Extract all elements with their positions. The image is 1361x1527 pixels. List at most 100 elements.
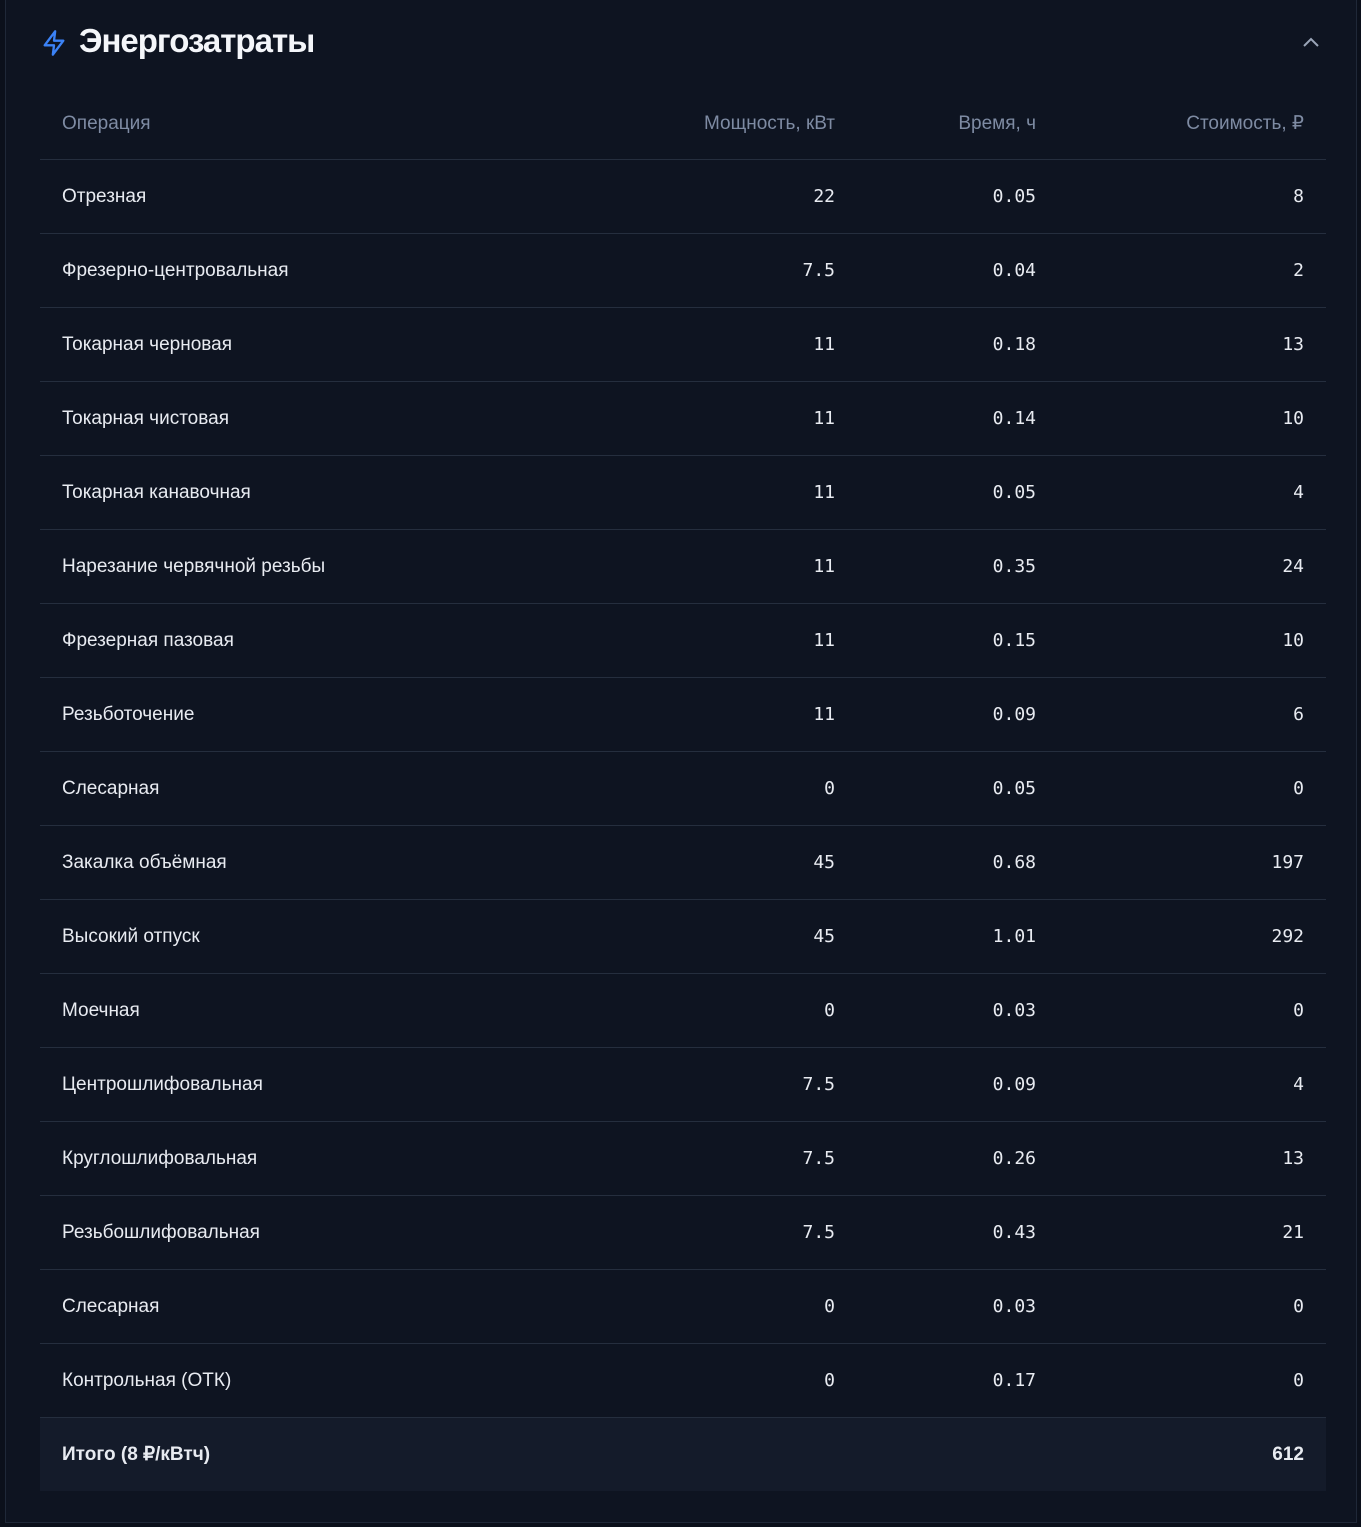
numeric-cell: 0.17 <box>857 1343 1058 1418</box>
numeric-cell: 0 <box>1058 1269 1326 1344</box>
numeric-cell: 0 <box>1058 973 1326 1048</box>
table-row: Моечная 0 0.03 0 <box>40 973 1326 1048</box>
numeric-cell: 21 <box>1058 1195 1326 1270</box>
column-header: Стоимость, ₽ <box>1058 88 1326 160</box>
operation-cell: Фрезерная пазовая <box>40 603 600 678</box>
table-row: Токарная чистовая 11 0.14 10 <box>40 381 1326 456</box>
operation-cell: Токарная черновая <box>40 307 600 382</box>
numeric-cell: 11 <box>600 455 857 530</box>
operation-cell: Высокий отпуск <box>40 899 600 974</box>
column-header: Операция <box>40 88 600 160</box>
table-row: Токарная канавочная 11 0.05 4 <box>40 455 1326 530</box>
collapse-button[interactable] <box>1300 32 1322 52</box>
header-row: Операция Мощность, кВт Время, ч Стоимость, … <box>40 88 1326 160</box>
empty-cell <box>600 1417 857 1491</box>
operation-cell: Центрошлифовальная <box>40 1047 600 1122</box>
operation-cell: Резьбошлифовальная <box>40 1195 600 1270</box>
operation-cell: Токарная чистовая <box>40 381 600 456</box>
numeric-cell: 8 <box>1058 159 1326 234</box>
operation-cell: Слесарная <box>40 751 600 826</box>
numeric-cell: 0 <box>1058 1343 1326 1418</box>
numeric-cell: 13 <box>1058 307 1326 382</box>
table-row: Слесарная 0 0.05 0 <box>40 751 1326 826</box>
table-row: Закалка объёмная 45 0.68 197 <box>40 825 1326 900</box>
table-row: Резьботочение 11 0.09 6 <box>40 677 1326 752</box>
panel-title: Энергозатраты <box>79 22 315 59</box>
numeric-cell: 0.35 <box>857 529 1058 604</box>
column-header: Мощность, кВт <box>600 88 857 160</box>
numeric-cell: 0 <box>600 1343 857 1418</box>
numeric-cell: 7.5 <box>600 233 857 308</box>
numeric-cell: 0.68 <box>857 825 1058 900</box>
numeric-cell: 22 <box>600 159 857 234</box>
numeric-cell: 0.15 <box>857 603 1058 678</box>
column-header: Время, ч <box>857 88 1058 160</box>
numeric-cell: 0.04 <box>857 233 1058 308</box>
operation-cell: Закалка объёмная <box>40 825 600 900</box>
numeric-cell: 4 <box>1058 455 1326 530</box>
total-value: 612 <box>1058 1417 1326 1491</box>
numeric-cell: 0 <box>600 973 857 1048</box>
total-label: Итого (8 ₽/кВтч) <box>40 1417 600 1491</box>
table-row: Контрольная (ОТК) 0 0.17 0 <box>40 1343 1326 1418</box>
operation-cell: Контрольная (ОТК) <box>40 1343 600 1418</box>
numeric-cell: 7.5 <box>600 1047 857 1122</box>
table-row: Отрезная 22 0.05 8 <box>40 159 1326 234</box>
numeric-cell: 10 <box>1058 603 1326 678</box>
operation-cell: Круглошлифовальная <box>40 1121 600 1196</box>
numeric-cell: 0.05 <box>857 159 1058 234</box>
numeric-cell: 24 <box>1058 529 1326 604</box>
operation-cell: Резьботочение <box>40 677 600 752</box>
operation-cell: Отрезная <box>40 159 600 234</box>
numeric-cell: 11 <box>600 307 857 382</box>
operation-cell: Фрезерно-центровальная <box>40 233 600 308</box>
table-row: Фрезерная пазовая 11 0.15 10 <box>40 603 1326 678</box>
numeric-cell: 11 <box>600 381 857 456</box>
numeric-cell: 0.03 <box>857 973 1058 1048</box>
numeric-cell: 197 <box>1058 825 1326 900</box>
table-row: Фрезерно-центровальная 7.5 0.04 2 <box>40 233 1326 308</box>
operation-cell: Моечная <box>40 973 600 1048</box>
lightning-icon <box>43 30 65 56</box>
numeric-cell: 13 <box>1058 1121 1326 1196</box>
table-row: Токарная черновая 11 0.18 13 <box>40 307 1326 382</box>
numeric-cell: 45 <box>600 825 857 900</box>
numeric-cell: 0.14 <box>857 381 1058 456</box>
numeric-cell: 0 <box>600 751 857 826</box>
numeric-cell: 0.05 <box>857 751 1058 826</box>
numeric-cell: 0.26 <box>857 1121 1058 1196</box>
numeric-cell: 0.43 <box>857 1195 1058 1270</box>
numeric-cell: 4 <box>1058 1047 1326 1122</box>
numeric-cell: 0 <box>600 1269 857 1344</box>
numeric-cell: 0.03 <box>857 1269 1058 1344</box>
empty-cell <box>857 1417 1058 1491</box>
table-row: Слесарная 0 0.03 0 <box>40 1269 1326 1344</box>
numeric-cell: 0.09 <box>857 677 1058 752</box>
table-row: Нарезание червячной резьбы 11 0.35 24 <box>40 529 1326 604</box>
energy-table: Операция Мощность, кВт Время, ч Стоимость, … <box>40 88 1326 1491</box>
operation-cell: Токарная канавочная <box>40 455 600 530</box>
table-row: Круглошлифовальная 7.5 0.26 13 <box>40 1121 1326 1196</box>
table-row: Высокий отпуск 45 1.01 292 <box>40 899 1326 974</box>
numeric-cell: 7.5 <box>600 1121 857 1196</box>
numeric-cell: 0.09 <box>857 1047 1058 1122</box>
numeric-cell: 2 <box>1058 233 1326 308</box>
numeric-cell: 6 <box>1058 677 1326 752</box>
operation-cell: Слесарная <box>40 1269 600 1344</box>
numeric-cell: 7.5 <box>600 1195 857 1270</box>
operation-cell: Нарезание червячной резьбы <box>40 529 600 604</box>
numeric-cell: 1.01 <box>857 899 1058 974</box>
table-row: Резьбошлифовальная 7.5 0.43 21 <box>40 1195 1326 1270</box>
total-row: Итого (8 ₽/кВтч) 612 <box>40 1417 1326 1491</box>
table-row: Центрошлифовальная 7.5 0.09 4 <box>40 1047 1326 1122</box>
numeric-cell: 0.18 <box>857 307 1058 382</box>
numeric-cell: 292 <box>1058 899 1326 974</box>
numeric-cell: 10 <box>1058 381 1326 456</box>
numeric-cell: 0.05 <box>857 455 1058 530</box>
numeric-cell: 11 <box>600 603 857 678</box>
numeric-cell: 0 <box>1058 751 1326 826</box>
numeric-cell: 45 <box>600 899 857 974</box>
numeric-cell: 11 <box>600 677 857 752</box>
numeric-cell: 11 <box>600 529 857 604</box>
